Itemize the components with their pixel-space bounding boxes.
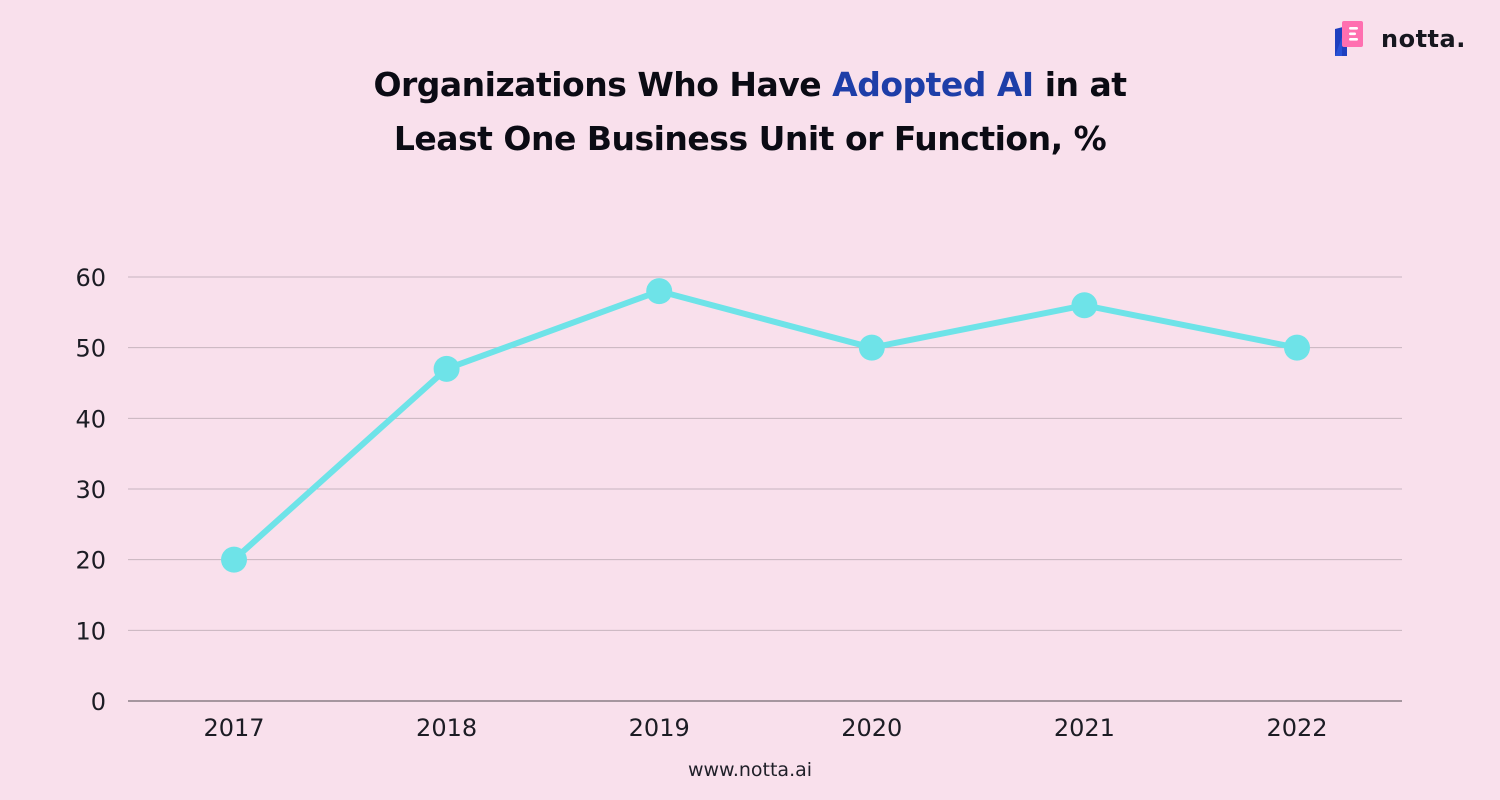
chart-title: Organizations Who Have Adopted AI in at …	[0, 58, 1500, 166]
y-tick-label: 0	[91, 688, 106, 716]
y-axis-tick-labels: 0 10 20 30 40 50 60	[75, 264, 106, 716]
x-tick-label: 2018	[416, 714, 477, 742]
notta-logo-icon	[1333, 20, 1369, 58]
data-point-2022	[1284, 334, 1310, 361]
y-tick-label: 50	[75, 335, 106, 363]
chart-title-line-2: Least One Business Unit or Function, %	[393, 119, 1107, 158]
chart-title-line-1: Organizations Who Have Adopted AI in at	[0, 58, 1500, 112]
x-tick-label: 2019	[629, 714, 690, 742]
footer-url: www.notta.ai	[687, 759, 813, 781]
data-point-2017	[221, 546, 247, 573]
y-tick-label: 40	[75, 405, 106, 433]
chart-series	[221, 278, 1310, 573]
series-line	[231, 288, 1300, 563]
x-tick-label: 2017	[203, 714, 264, 742]
data-point-2020	[858, 334, 885, 361]
notta-logo-wordmark: notta.	[1381, 25, 1466, 53]
title-highlight-text: Adopted AI	[832, 65, 1034, 104]
y-tick-label: 30	[75, 476, 106, 504]
title-text-after: in at	[1033, 65, 1127, 104]
chart-gridlines	[128, 276, 1402, 702]
x-tick-label: 2021	[1054, 714, 1115, 742]
y-tick-label: 60	[75, 264, 106, 292]
y-tick-label: 20	[75, 547, 106, 575]
y-tick-label: 10	[75, 617, 106, 645]
data-point-2018	[433, 355, 460, 382]
x-tick-label: 2020	[841, 714, 902, 742]
title-text-before: Organizations Who Have	[373, 65, 833, 104]
x-axis-tick-labels: 2017 2018 2019 2020 2021 2022	[203, 714, 1327, 742]
x-tick-label: 2022	[1266, 714, 1327, 742]
data-point-2019	[646, 278, 673, 305]
data-point-2021	[1071, 292, 1098, 319]
notta-logo: notta.	[1333, 20, 1466, 58]
